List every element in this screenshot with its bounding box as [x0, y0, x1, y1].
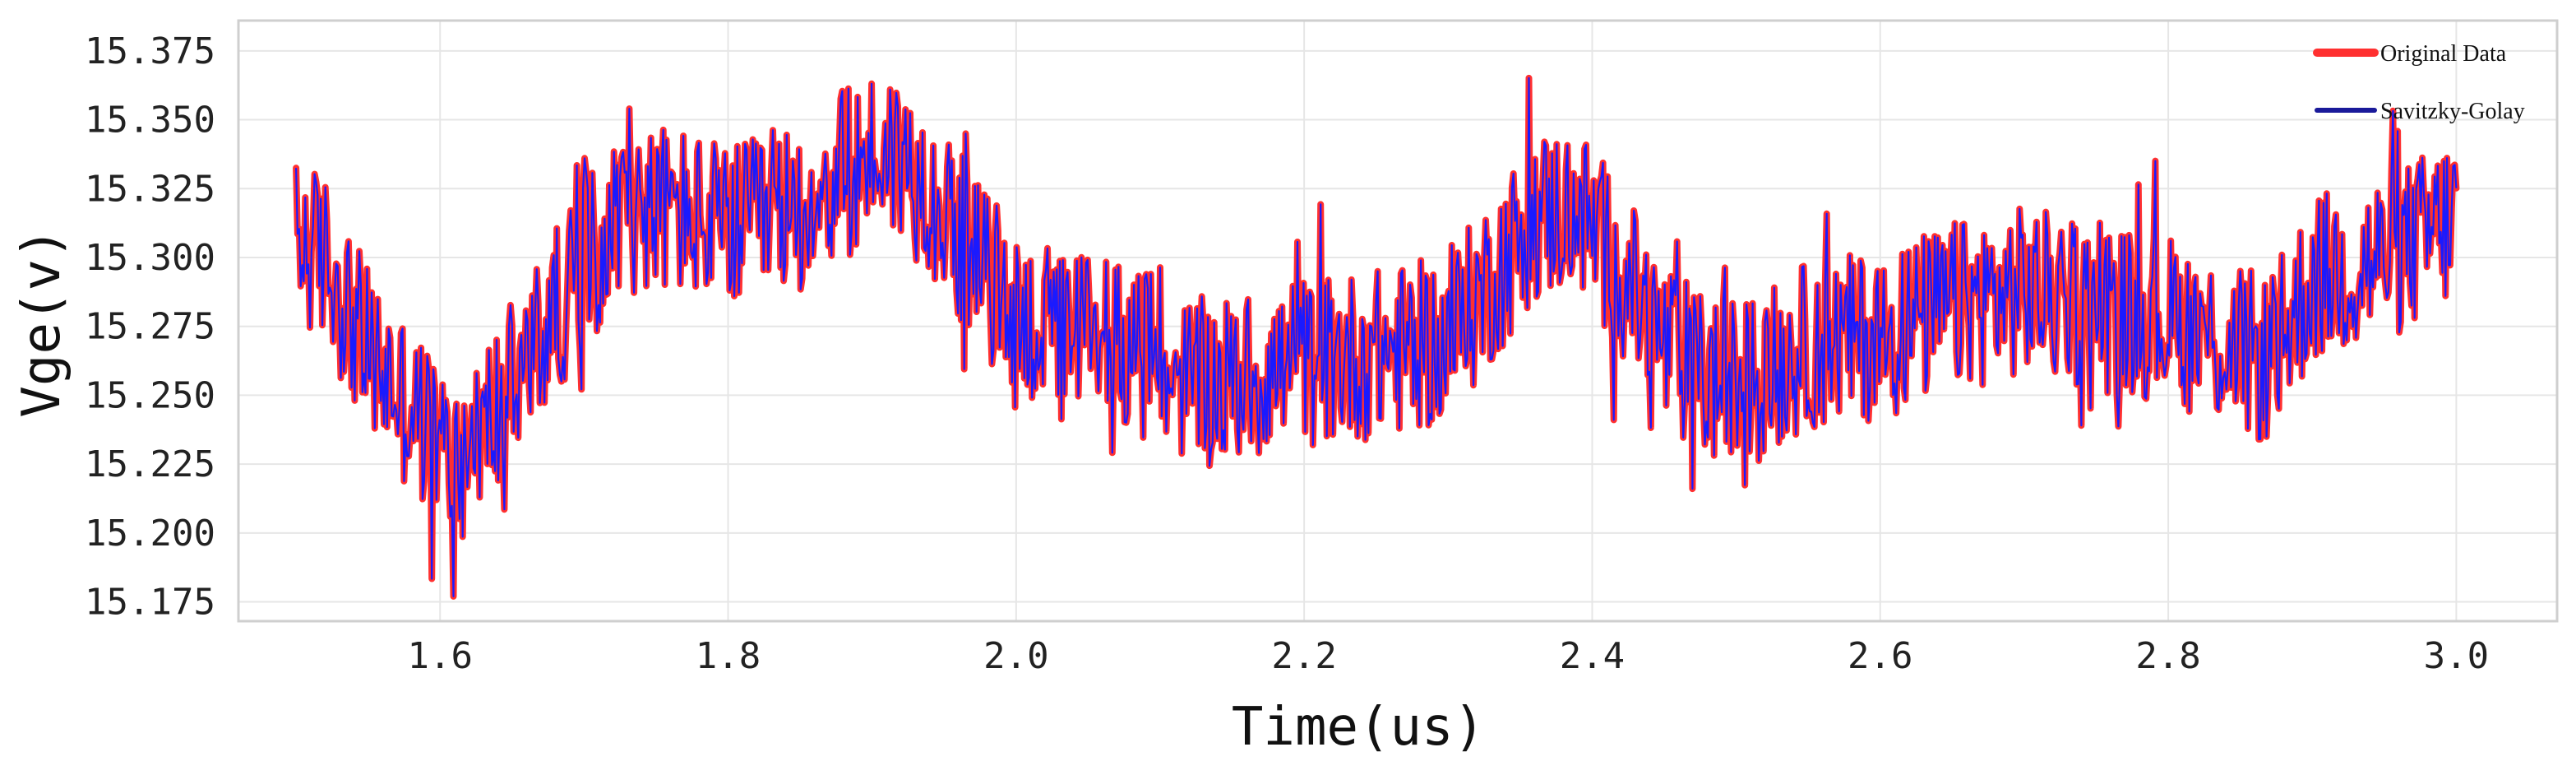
- y-tick-label: 15.350: [85, 100, 215, 142]
- legend-label-savitzky-golay: Savitzky-Golay: [2380, 99, 2525, 124]
- plot-frame: [237, 19, 2559, 623]
- legend-label-original-data: Original Data: [2380, 41, 2507, 67]
- x-tick-label: 2.8: [2135, 635, 2200, 677]
- x-tick-labels: 1.6 1.8 2.0 2.2 2.4 2.6 2.8 3.0: [407, 635, 2489, 677]
- x-tick-label: 1.8: [696, 635, 761, 677]
- x-tick-label: 2.2: [1271, 635, 1336, 677]
- y-tick-label: 15.325: [85, 168, 215, 210]
- x-tick-label: 1.6: [407, 635, 472, 677]
- y-tick-label: 15.225: [85, 443, 215, 485]
- series-layer: [293, 74, 2460, 600]
- series-line-savitzky-golay: [295, 77, 2458, 597]
- legend: Original Data Savitzky-Golay: [2313, 41, 2525, 124]
- y-tick-label: 15.250: [85, 374, 215, 416]
- y-tick-label: 15.275: [85, 306, 215, 348]
- y-axis-label: Vge(v): [12, 227, 72, 417]
- x-tick-label: 2.4: [1560, 635, 1625, 677]
- x-tick-label: 3.0: [2424, 635, 2489, 677]
- y-tick-labels: 15.375 15.350 15.325 15.300 15.275 15.250 15.2…: [85, 30, 215, 624]
- y-tick-label: 15.175: [85, 582, 215, 624]
- x-tick-label: 2.0: [983, 635, 1048, 677]
- x-axis-label: Time(us): [1232, 697, 1485, 758]
- x-tick-label: 2.6: [1848, 635, 1912, 677]
- y-tick-label: 15.375: [85, 30, 215, 72]
- y-tick-label: 15.200: [85, 513, 215, 555]
- y-tick-label: 15.300: [85, 237, 215, 279]
